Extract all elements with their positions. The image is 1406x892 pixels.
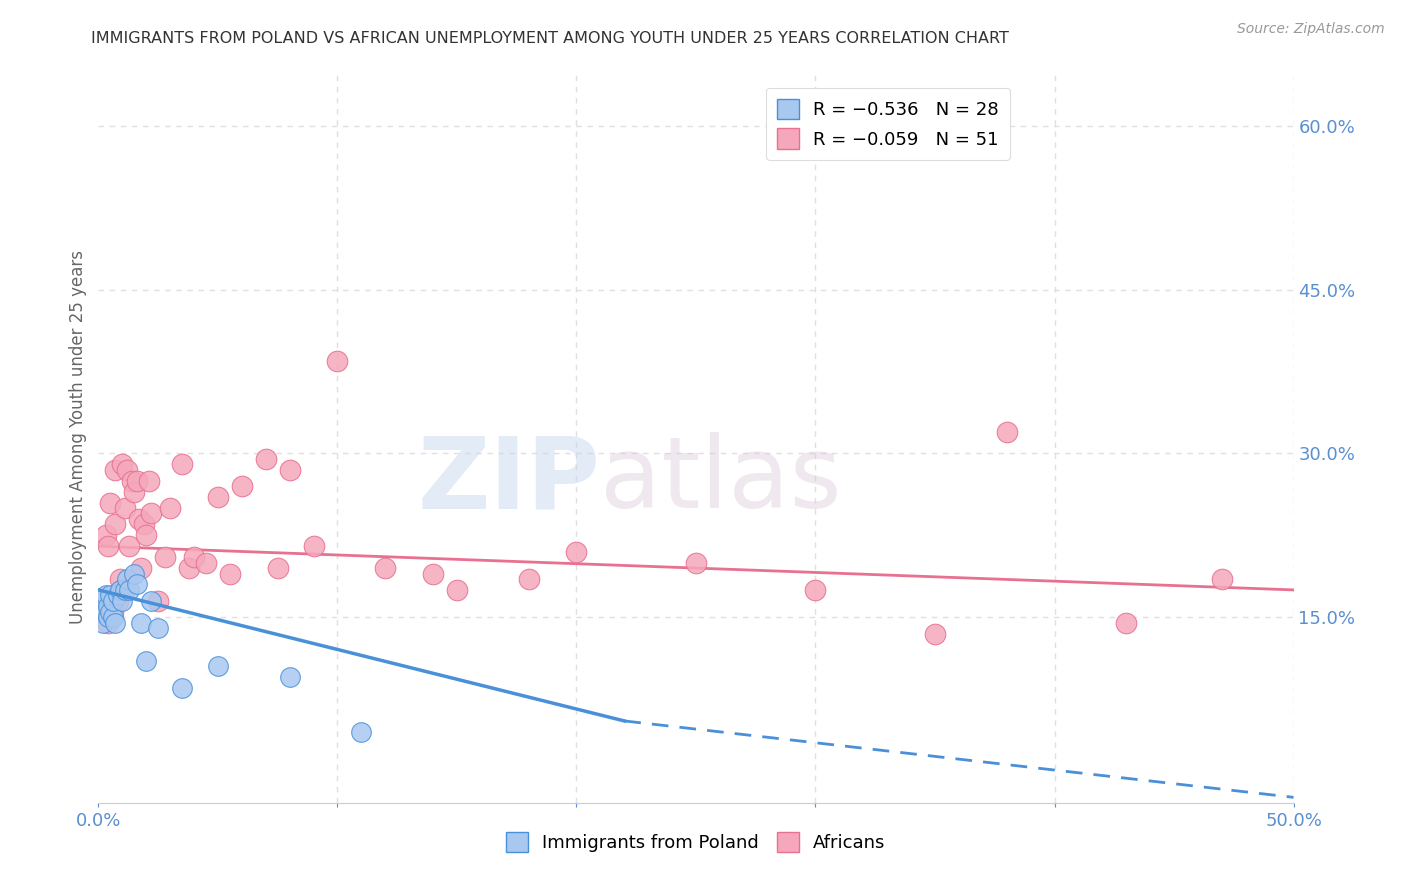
Text: Source: ZipAtlas.com: Source: ZipAtlas.com xyxy=(1237,22,1385,37)
Point xyxy=(94,605,117,619)
Point xyxy=(98,588,122,602)
Point xyxy=(111,582,134,597)
Point xyxy=(125,474,148,488)
Point xyxy=(565,545,588,559)
Point xyxy=(195,556,218,570)
Point xyxy=(101,605,124,619)
Point xyxy=(995,425,1018,439)
Point xyxy=(924,626,946,640)
Point xyxy=(267,561,290,575)
Point xyxy=(91,594,114,608)
Point xyxy=(148,594,170,608)
Point xyxy=(104,615,127,630)
Point xyxy=(107,588,129,602)
Point xyxy=(104,463,127,477)
Point xyxy=(114,501,136,516)
Point xyxy=(219,566,242,581)
Point xyxy=(138,474,160,488)
Point xyxy=(207,490,229,504)
Point xyxy=(326,353,349,368)
Y-axis label: Unemployment Among Youth under 25 years: Unemployment Among Youth under 25 years xyxy=(69,250,87,624)
Point xyxy=(108,572,131,586)
Point xyxy=(98,605,122,619)
Point xyxy=(94,588,117,602)
Point xyxy=(183,550,205,565)
Point xyxy=(446,582,468,597)
Point xyxy=(517,572,540,586)
Point xyxy=(114,582,136,597)
Point xyxy=(350,724,373,739)
Point xyxy=(302,539,325,553)
Point xyxy=(104,517,127,532)
Point xyxy=(121,474,143,488)
Point xyxy=(159,501,181,516)
Point xyxy=(98,594,122,608)
Point xyxy=(139,507,162,521)
Point xyxy=(125,577,148,591)
Point xyxy=(111,458,134,472)
Point xyxy=(804,582,827,597)
Point xyxy=(107,594,129,608)
Point xyxy=(172,681,194,695)
Point xyxy=(91,615,114,630)
Point xyxy=(131,615,153,630)
Point xyxy=(1211,572,1233,586)
Point xyxy=(124,566,146,581)
Text: IMMIGRANTS FROM POLAND VS AFRICAN UNEMPLOYMENT AMONG YOUTH UNDER 25 YEARS CORREL: IMMIGRANTS FROM POLAND VS AFRICAN UNEMPL… xyxy=(91,31,1010,46)
Point xyxy=(97,615,120,630)
Point xyxy=(172,458,194,472)
Point xyxy=(118,539,141,553)
Point xyxy=(231,479,253,493)
Point xyxy=(90,605,112,619)
Point xyxy=(101,610,124,624)
Text: ZIP: ZIP xyxy=(418,433,600,530)
Point xyxy=(115,463,138,477)
Point xyxy=(101,594,124,608)
Point xyxy=(124,484,146,499)
Point xyxy=(118,582,141,597)
Point xyxy=(422,566,444,581)
Point xyxy=(131,561,153,575)
Point xyxy=(1115,615,1137,630)
Point xyxy=(148,621,170,635)
Point xyxy=(135,654,157,668)
Point xyxy=(98,495,122,509)
Point xyxy=(179,561,201,575)
Point xyxy=(207,659,229,673)
Point xyxy=(135,528,157,542)
Point xyxy=(111,594,134,608)
Point xyxy=(97,610,120,624)
Point xyxy=(278,670,301,684)
Point xyxy=(685,556,707,570)
Point xyxy=(278,463,301,477)
Point xyxy=(132,517,155,532)
Point xyxy=(97,539,120,553)
Point xyxy=(155,550,177,565)
Point xyxy=(94,528,117,542)
Text: atlas: atlas xyxy=(600,433,842,530)
Point xyxy=(91,605,114,619)
Legend: Immigrants from Poland, Africans: Immigrants from Poland, Africans xyxy=(499,824,893,860)
Point xyxy=(139,594,162,608)
Point xyxy=(115,572,138,586)
Point xyxy=(254,451,277,466)
Point xyxy=(108,582,131,597)
Point xyxy=(374,561,396,575)
Point xyxy=(97,599,120,614)
Point xyxy=(128,512,150,526)
